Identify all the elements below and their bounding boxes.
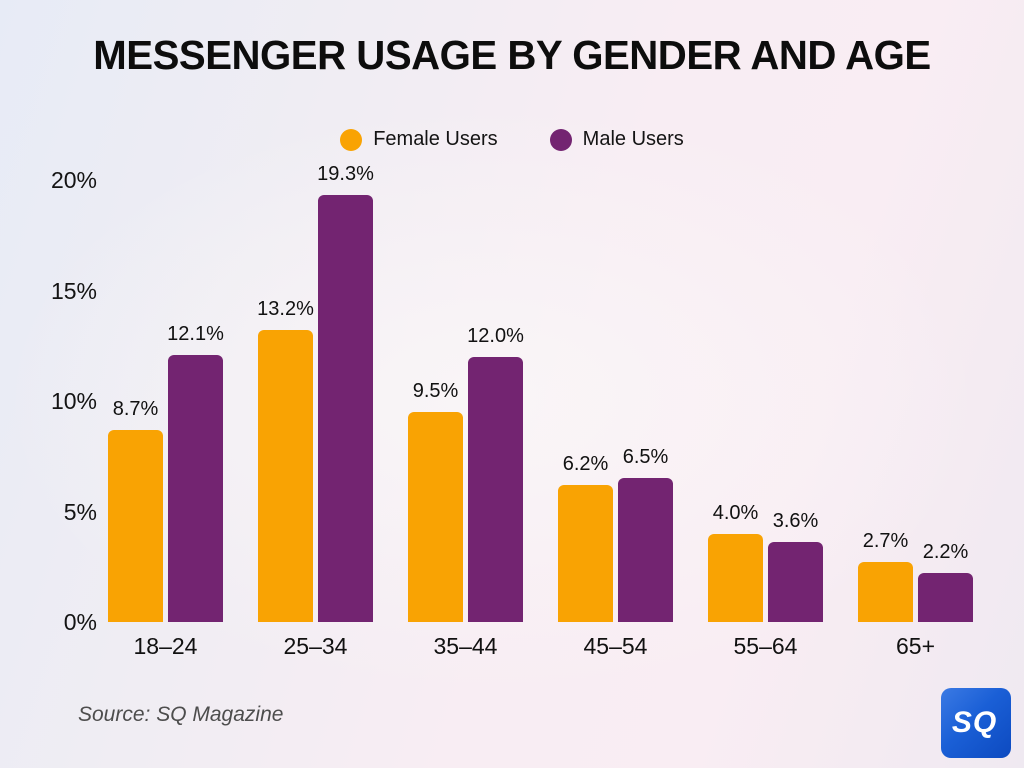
x-axis-tick-55–64: 55–64 <box>733 633 798 659</box>
y-axis-tick-15: 15% <box>50 277 97 304</box>
value-label-male-55–64: 3.6% <box>772 510 819 533</box>
bar-male-18–24 <box>168 354 223 622</box>
x-axis-tick-35–44: 35–44 <box>433 633 498 659</box>
bar-male-25–34 <box>318 195 373 622</box>
sq-logo-text: SQ <box>951 706 998 739</box>
legend-label-female: Female Users <box>373 128 498 150</box>
y-axis-tick-20: 20% <box>50 167 97 193</box>
sq-magazine-logo: SQ <box>941 688 1011 758</box>
value-label-female-18–24: 8.7% <box>112 397 159 420</box>
y-axis-tick-5: 5% <box>63 498 97 525</box>
legend-item-female: Female Users <box>340 128 498 151</box>
x-axis-tick-45–54: 45–54 <box>583 633 648 659</box>
bar-female-35–44 <box>408 412 463 622</box>
chart-title: MESSENGER USAGE BY GENDER AND AGE <box>93 32 931 78</box>
value-label-male-65+: 2.2% <box>922 541 969 564</box>
bar-female-65+ <box>858 562 913 622</box>
value-label-male-35–44: 12.0% <box>467 324 524 347</box>
legend-item-male: Male Users <box>549 128 684 151</box>
value-label-male-18–24: 12.1% <box>167 322 224 345</box>
bar-female-55–64 <box>708 533 763 622</box>
legend-label-male: Male Users <box>582 128 684 150</box>
y-axis-tick-10: 10% <box>50 388 97 414</box>
x-axis-tick-65+: 65+ <box>895 633 935 659</box>
value-label-male-25–34: 19.3% <box>317 163 374 186</box>
source-caption: Source: SQ Magazine <box>78 703 284 726</box>
bar-male-45–54 <box>618 478 673 622</box>
bar-male-65+ <box>918 573 973 622</box>
y-axis-tick-0: 0% <box>63 609 97 635</box>
bar-male-35–44 <box>468 356 523 622</box>
value-label-female-25–34: 13.2% <box>257 298 314 321</box>
x-axis-tick-18–24: 18–24 <box>133 633 198 659</box>
value-label-male-45–54: 6.5% <box>622 446 669 469</box>
value-label-female-35–44: 9.5% <box>412 380 459 403</box>
value-label-female-65+: 2.7% <box>862 530 909 553</box>
legend: Female Users Male Users <box>0 128 1024 151</box>
x-axis-tick-25–34: 25–34 <box>283 633 348 659</box>
female-legend-dot-icon <box>340 128 363 151</box>
bar-female-45–54 <box>558 484 613 622</box>
bar-female-18–24 <box>108 429 163 622</box>
value-label-female-45–54: 6.2% <box>562 452 609 475</box>
value-label-female-55–64: 4.0% <box>712 501 759 524</box>
bar-male-55–64 <box>768 542 823 622</box>
male-legend-dot-icon <box>549 128 572 151</box>
bar-female-25–34 <box>258 330 313 622</box>
